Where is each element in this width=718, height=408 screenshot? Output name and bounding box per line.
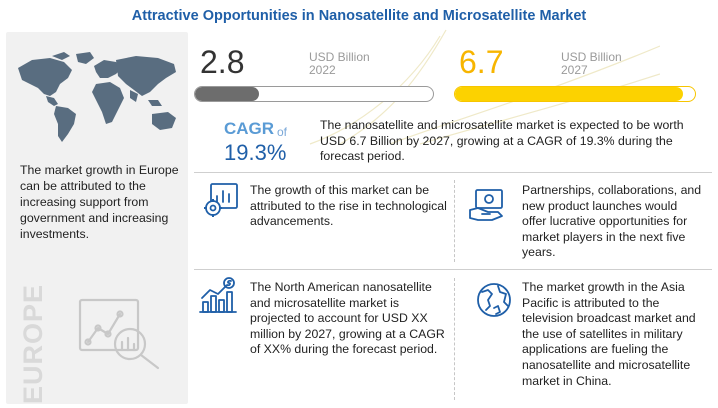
progress-bar-2022	[194, 86, 434, 102]
cagr-of-label: of	[277, 125, 288, 139]
market-unit-2027: USD Billion 2027	[561, 51, 622, 77]
money-handshake-icon	[469, 189, 503, 221]
world-map-icon	[18, 52, 176, 142]
globe-icon	[477, 283, 511, 317]
europe-panel: The market growth in Europe can be attri…	[6, 32, 188, 404]
progress-fill-2027	[455, 87, 683, 101]
market-value-2027: 6.7	[459, 44, 504, 80]
progress-bar-2027	[454, 86, 696, 102]
insight-text: Partnerships, collaborations, and new pr…	[522, 183, 702, 260]
dollar-growth-chart-icon	[199, 277, 237, 313]
horizontal-divider	[194, 172, 712, 173]
unit-label: USD Billion	[561, 50, 622, 64]
page-title: Attractive Opportunities in Nanosatellit…	[131, 8, 587, 24]
market-value-2022: 2.8	[200, 44, 245, 80]
insight-text: The growth of this market can be attribu…	[250, 183, 447, 229]
horizontal-divider	[194, 269, 712, 270]
vertical-dashed-divider	[454, 278, 455, 400]
progress-fill-2022	[195, 87, 260, 101]
analytics-magnifier-icon	[78, 298, 160, 370]
insight-text: The market growth in the Asia Pacific is…	[522, 280, 696, 388]
market-summary-text: The nanosatellite and microsatellite mar…	[320, 118, 684, 163]
market-unit-2022: USD Billion 2022	[309, 51, 370, 77]
region-label: EUROPE	[18, 283, 48, 404]
year-label: 2027	[561, 63, 588, 77]
vertical-dashed-divider	[454, 180, 455, 262]
unit-label: USD Billion	[309, 50, 370, 64]
cagr-value: 19.3%	[224, 140, 287, 165]
year-label: 2022	[309, 63, 336, 77]
cagr-label: CAGR	[224, 119, 275, 138]
insight-text: The North American nanosatellite and mic…	[250, 280, 445, 357]
analytics-gear-icon	[204, 183, 238, 217]
europe-insight-text: The market growth in Europe can be attri…	[20, 163, 179, 241]
